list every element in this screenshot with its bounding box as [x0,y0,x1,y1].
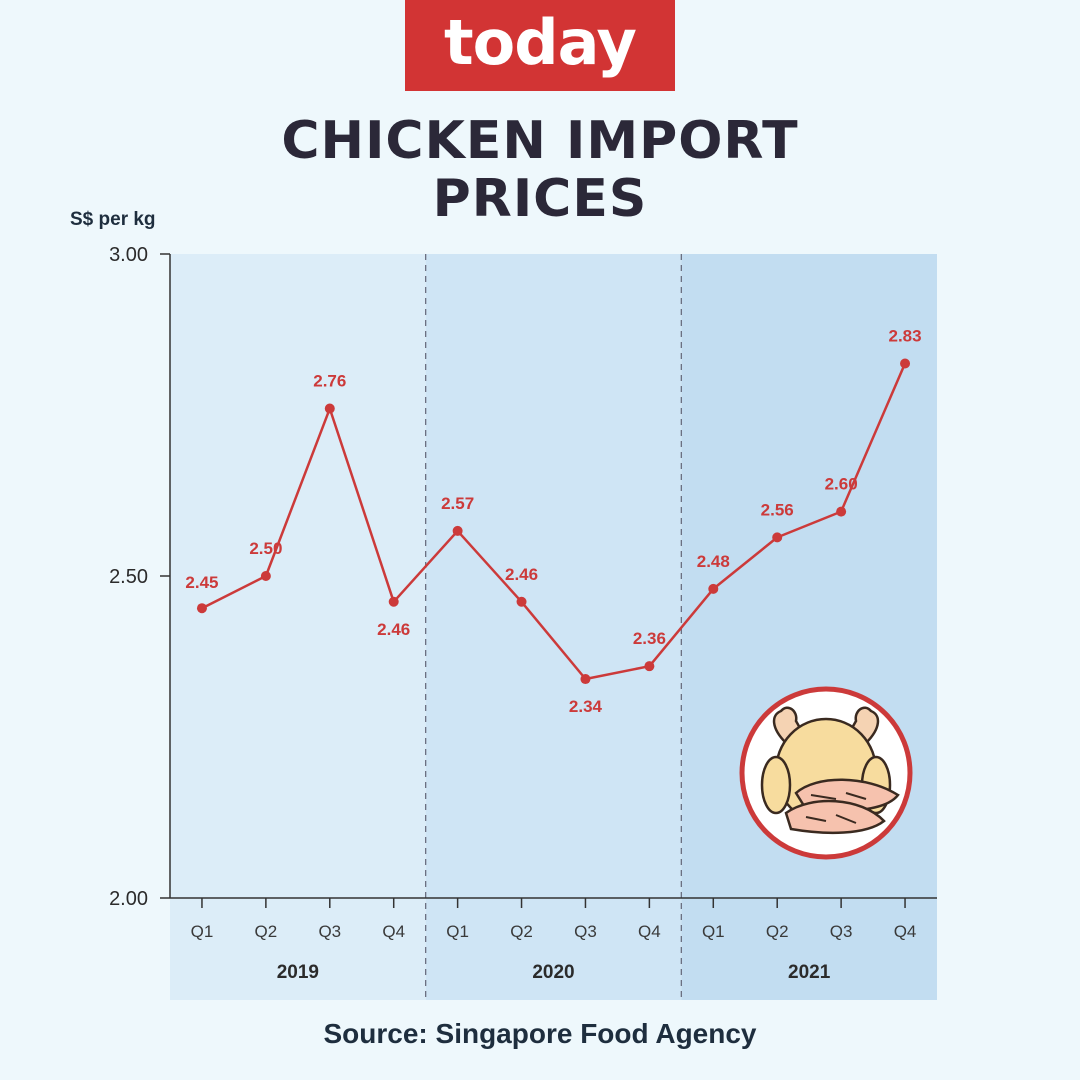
year-label: 2020 [532,962,574,983]
data-point [452,525,463,536]
x-tick-label: Q4 [638,922,661,941]
source-note: Source: Singapore Food Agency [323,1018,757,1049]
year-label: 2021 [788,962,831,983]
data-point [196,603,207,614]
x-tick-label: Q3 [318,922,341,941]
data-point [324,403,335,414]
chicken-icon [739,686,913,860]
x-tick-label: Q1 [446,922,469,941]
data-point [260,571,271,581]
data-point [772,532,783,543]
today-logo: today [405,0,675,91]
data-label: 2.57 [441,494,474,513]
data-label: 2.60 [825,475,858,494]
year-label: 2019 [277,962,319,983]
data-label: 2.34 [569,697,603,716]
series-line [201,363,907,681]
chart-title: CHICKEN IMPORT PRICES [0,112,1080,228]
x-tick-label: Q4 [894,922,917,941]
data-label: 2.46 [505,565,538,584]
data-label: 2.45 [185,573,218,592]
x-tick-label: Q1 [191,922,214,941]
x-tick-label: Q2 [510,922,533,941]
data-label: 2.46 [377,620,410,639]
data-label: 2.50 [249,539,282,558]
y-tick-label: 3.00 [109,244,148,266]
data-point [516,596,527,607]
data-point [644,661,655,672]
data-label: 2.83 [888,326,921,345]
x-tick-label: Q3 [830,922,853,941]
title-line-1: CHICKEN IMPORT [281,111,799,171]
data-label: 2.48 [697,552,730,571]
y-tick-label: 2.00 [109,888,148,910]
data-label: 2.76 [313,372,346,391]
data-label: 2.36 [633,629,666,648]
x-tick-label: Q2 [766,922,789,941]
data-point [580,674,591,685]
data-point [708,583,719,594]
year-band-2019 [170,254,426,1000]
x-tick-label: Q3 [574,922,597,941]
data-point [900,358,911,369]
title-line-2: PRICES [432,169,648,229]
x-tick-label: Q4 [382,922,405,941]
year-band-2021 [681,254,937,1000]
data-point [836,506,847,517]
y-axis-unit: S$ per kg [70,209,156,230]
logo-text: today [444,6,637,79]
data-label: 2.56 [761,500,794,519]
data-point [388,596,399,607]
x-tick-label: Q1 [702,922,725,941]
y-tick-label: 2.50 [109,566,148,588]
x-tick-label: Q2 [255,922,278,941]
year-band-2020 [425,254,682,1000]
